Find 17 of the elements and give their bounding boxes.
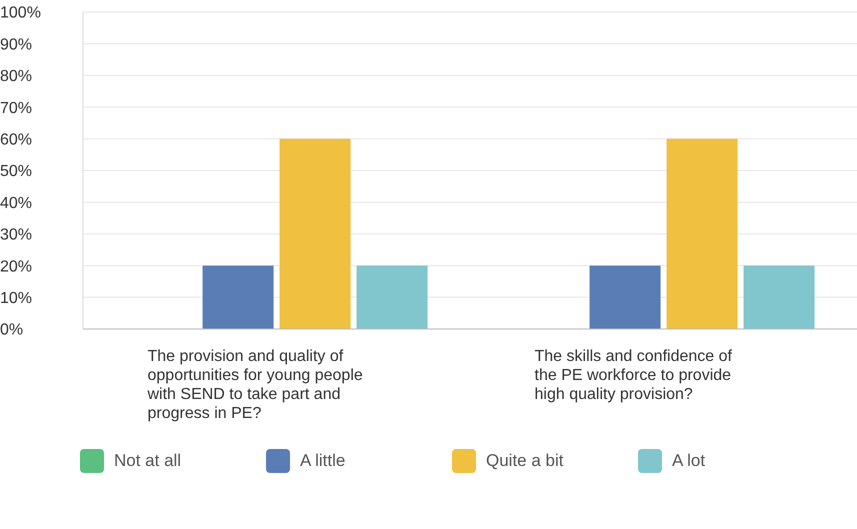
legend-label: A little — [300, 451, 346, 471]
y-tick-label: 40% — [0, 194, 32, 212]
y-tick-label: 100% — [0, 4, 41, 22]
y-tick-label: 80% — [0, 68, 32, 86]
legend-label: A lot — [672, 451, 706, 471]
y-tick-label: 60% — [0, 131, 32, 148]
x-tick-label: The skills and confidence of the PE workforce to provide high quality provision? — [534, 348, 732, 403]
y-tick-label: 70% — [0, 100, 32, 117]
y-tick-label: 20% — [0, 258, 32, 276]
legend-label: Quite a bit — [486, 451, 564, 471]
y-tick-label: 90% — [0, 36, 32, 54]
y-tick-label: 30% — [0, 226, 32, 244]
y-tick-label: 0% — [0, 322, 24, 339]
x-tick-label: The provision and quality of opportunities for young people with SEND to take part and progress in PE? — [146, 348, 363, 422]
legend-label: Not at all — [114, 451, 182, 471]
y-tick-label: 10% — [0, 290, 32, 307]
y-tick-label: 50% — [0, 163, 32, 180]
